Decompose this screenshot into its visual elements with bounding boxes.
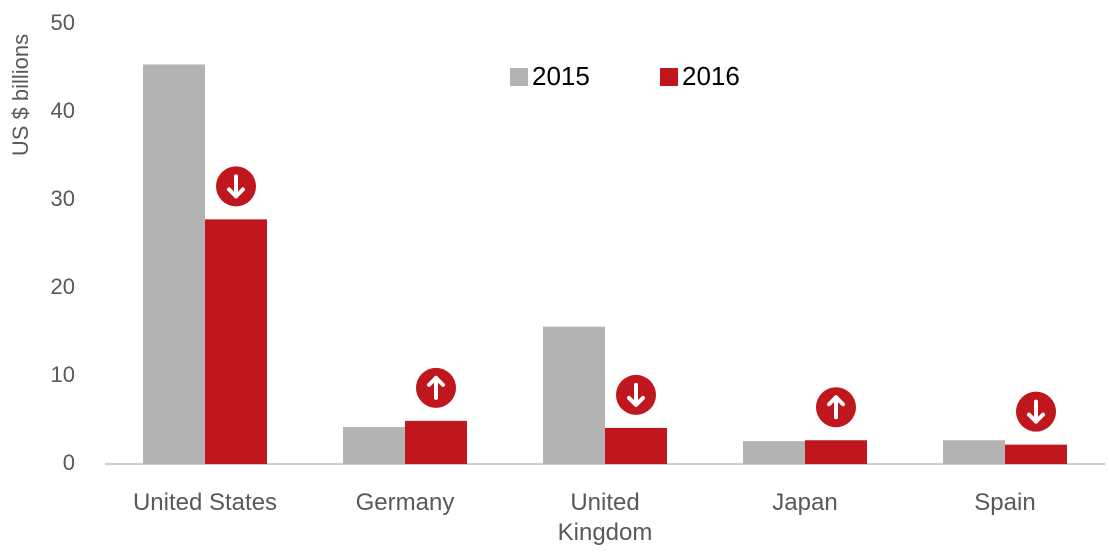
y-tick-label: 0	[63, 450, 75, 475]
bar	[205, 219, 267, 464]
bar	[943, 440, 1005, 464]
change-arrow	[427, 375, 445, 387]
legend-label: 2015	[532, 61, 590, 91]
bar	[343, 427, 405, 464]
y-tick-label: 10	[51, 362, 75, 387]
bar	[605, 427, 667, 464]
bar	[1005, 444, 1067, 464]
legend-label: 2016	[682, 61, 740, 91]
y-tick-label: 40	[51, 98, 75, 123]
change-arrow	[827, 395, 845, 407]
y-tick-label: 50	[51, 10, 75, 35]
y-axis-label: US $ billions	[8, 34, 33, 156]
bar	[805, 440, 867, 464]
bar	[743, 441, 805, 464]
x-tick-label: Japan	[772, 489, 838, 516]
y-tick-label: 20	[51, 274, 75, 299]
x-tick-label: United Kingdom	[557, 489, 653, 546]
x-tick-label: Spain	[974, 489, 1036, 516]
change-arrow	[1027, 412, 1045, 424]
bar	[543, 326, 605, 464]
x-tick-label: Germany	[355, 489, 455, 516]
change-arrow	[627, 395, 645, 407]
y-tick-label: 30	[51, 186, 75, 211]
bar	[143, 64, 205, 464]
x-tick-label: United States	[132, 489, 278, 516]
bar	[405, 420, 467, 464]
change-arrow	[227, 187, 245, 199]
legend-swatch	[510, 68, 528, 86]
legend-swatch	[660, 68, 678, 86]
